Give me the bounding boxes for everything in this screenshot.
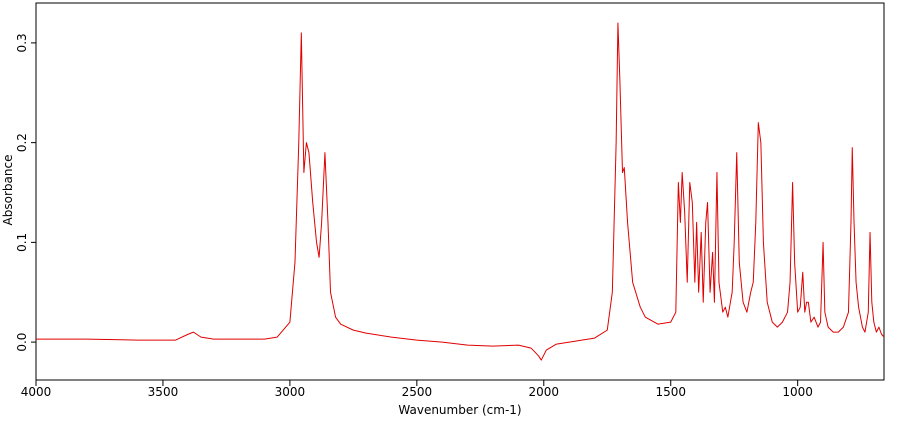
- y-tick-label: 0.2: [15, 133, 29, 152]
- plot-frame: [35, 2, 885, 381]
- x-axis-title: Wavenumber (cm-1): [398, 403, 521, 417]
- y-axis-title: Absorbance: [1, 155, 15, 226]
- x-tick-label: 3000: [275, 385, 306, 399]
- x-tick-label: 1000: [782, 385, 813, 399]
- x-tick-label: 2500: [402, 385, 433, 399]
- x-tick-label: 3500: [148, 385, 179, 399]
- y-tick-label: 0.3: [15, 33, 29, 52]
- x-tick-label: 4000: [21, 385, 52, 399]
- x-tick-label: 1500: [655, 385, 686, 399]
- x-tick-label: 2000: [529, 385, 560, 399]
- y-tick-label: 0.0: [15, 333, 29, 352]
- y-tick-label: 0.1: [15, 233, 29, 252]
- spectrum-line: [36, 22, 885, 361]
